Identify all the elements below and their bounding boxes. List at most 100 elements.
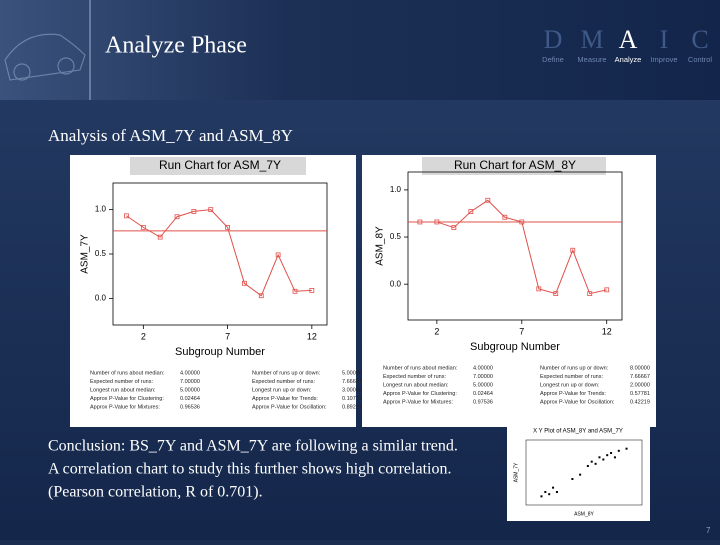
y-axis-label: ASM_7Y bbox=[80, 234, 91, 274]
scatter-point bbox=[606, 454, 609, 457]
title-band bbox=[130, 157, 306, 175]
y-tick-label: 1.0 bbox=[95, 205, 107, 214]
mean-point bbox=[225, 224, 230, 230]
stat-label: Number of runs up or down: bbox=[252, 370, 321, 376]
chart-image bbox=[507, 425, 650, 521]
stat-value: 4.00000 bbox=[180, 370, 200, 376]
y-tick-label: 1.0 bbox=[390, 185, 402, 194]
x-tick-label: 7 bbox=[225, 331, 230, 341]
subtitle: Analysis of ASM_7Y and ASM_8Y bbox=[48, 126, 293, 145]
stat-value: 8.00000 bbox=[630, 365, 650, 371]
x-tick-label: 7 bbox=[519, 326, 524, 336]
dmaic-label: Analyze bbox=[615, 55, 642, 64]
stat-value: 5.00000 bbox=[473, 382, 493, 388]
mean-point bbox=[191, 208, 197, 214]
scatter-point bbox=[571, 478, 574, 480]
mean-point bbox=[553, 291, 559, 297]
slide-title: Analyze Phase bbox=[105, 33, 247, 59]
title-band bbox=[422, 157, 606, 175]
stat-value: 0.10773 bbox=[342, 396, 362, 402]
stat-value: 7.00000 bbox=[473, 374, 493, 380]
scatter-point bbox=[555, 491, 558, 493]
mean-point bbox=[519, 219, 525, 225]
scatter-point bbox=[540, 495, 543, 498]
conclusion: Conclusion: BS_7Y and ASM_7Y are followi… bbox=[48, 438, 458, 501]
x-tick-label: 12 bbox=[602, 326, 612, 336]
stat-label: Expected number of runs: bbox=[383, 374, 446, 380]
stat-value: 0.02464 bbox=[180, 396, 200, 402]
conclusion-line: Conclusion: BS_7Y and ASM_7Y are followi… bbox=[48, 438, 458, 455]
car-sketch bbox=[4, 33, 86, 81]
stat-label: Number of runs about median: bbox=[90, 370, 165, 376]
scatter-chart: X Y Plot of ASM_8Y and ASM_7Y ASM_8Y ASM_7… bbox=[507, 425, 650, 521]
scatter-point bbox=[617, 449, 620, 452]
stat-label: Number of runs about median: bbox=[383, 365, 458, 371]
mean-line bbox=[126, 209, 312, 297]
x-tick-label: 2 bbox=[434, 326, 439, 336]
chart-image bbox=[362, 155, 656, 427]
conclusion-line: (Pearson correlation, R of 0.701). bbox=[48, 484, 263, 501]
stat-label: Longest run about median: bbox=[90, 387, 156, 393]
conclusion-line: A correlation chart to study this furthe… bbox=[48, 461, 451, 478]
mean-point bbox=[124, 213, 129, 219]
dmaic-letter: C bbox=[691, 25, 708, 54]
mean-point bbox=[485, 197, 491, 203]
mean-point bbox=[468, 209, 474, 214]
scatter-point bbox=[590, 460, 593, 463]
y-tick-label: 0.5 bbox=[390, 232, 402, 241]
scatter-point bbox=[625, 447, 628, 450]
stat-label: Longest run about median: bbox=[383, 382, 449, 388]
scatter-point bbox=[544, 491, 547, 493]
scatter-point bbox=[613, 456, 616, 459]
stat-value: 7.00000 bbox=[180, 379, 200, 385]
stat-value: 2.00000 bbox=[630, 382, 650, 388]
stat-label: Longest run up or down: bbox=[540, 382, 600, 388]
mean-point bbox=[587, 291, 593, 297]
stat-value: 3.00000 bbox=[342, 387, 362, 393]
mean-point bbox=[417, 219, 423, 225]
x-tick-label: 12 bbox=[307, 331, 317, 341]
scatter-point bbox=[602, 458, 605, 461]
scatter-point bbox=[579, 473, 582, 476]
y-tick-label: 0.5 bbox=[95, 249, 107, 258]
mean-point bbox=[434, 219, 440, 225]
run-chart: Run Chart for ASM_8Y 2 7 12 0.0 0.5 1.0 Subgrou… bbox=[362, 155, 656, 427]
stat-value: 7.66667 bbox=[342, 379, 362, 385]
dmaic-label: Measure bbox=[577, 55, 606, 64]
y-axis-label: ASM_8Y bbox=[375, 226, 386, 266]
mean-point bbox=[157, 234, 163, 240]
stat-value: 5.00000 bbox=[180, 387, 200, 393]
header-band bbox=[0, 0, 720, 100]
stat-label: Approx P-Value for Mixtures: bbox=[90, 404, 160, 410]
scatter-point bbox=[552, 486, 555, 489]
stat-value: 0.96536 bbox=[180, 404, 200, 410]
x-tick-label: 2 bbox=[141, 331, 146, 341]
stat-value: 0.42219 bbox=[630, 399, 650, 405]
stat-label: Number of runs up or down: bbox=[540, 365, 609, 371]
stat-value: 0.97536 bbox=[473, 399, 493, 405]
stat-value: 0.89227 bbox=[342, 404, 362, 410]
run-chart: Run Chart for ASM_7Y 2 7 12 0.0 0.5 1.0 Subgrou… bbox=[70, 155, 362, 427]
dmaic-letter: M bbox=[580, 25, 603, 54]
y-tick-label: 0.0 bbox=[95, 293, 107, 302]
mean-point bbox=[208, 207, 214, 213]
dmaic-label: Improve bbox=[650, 55, 677, 64]
plot-frame bbox=[407, 171, 623, 321]
scatter-point bbox=[610, 452, 613, 454]
stat-value: 7.66667 bbox=[630, 374, 650, 380]
chart-title: Run Chart for ASM_8Y bbox=[454, 158, 576, 172]
chart-title: Run Chart for ASM_7Y bbox=[159, 158, 281, 172]
dmaic-letter: I bbox=[660, 25, 669, 54]
stat-label: Approx P-Value for Oscillation: bbox=[540, 399, 615, 405]
x-axis-label: Subgroup Number bbox=[175, 346, 265, 358]
stat-label: Expected number of runs: bbox=[90, 379, 153, 385]
stat-label: Approx P-Value for Oscillation: bbox=[252, 404, 327, 410]
dmaic-label: Control bbox=[688, 55, 713, 64]
mean-point bbox=[275, 252, 281, 258]
stat-label: Approx P-Value for Trends: bbox=[540, 391, 606, 397]
scatter-point bbox=[598, 456, 601, 459]
mean-point bbox=[536, 286, 542, 292]
scatter-point bbox=[586, 465, 589, 467]
